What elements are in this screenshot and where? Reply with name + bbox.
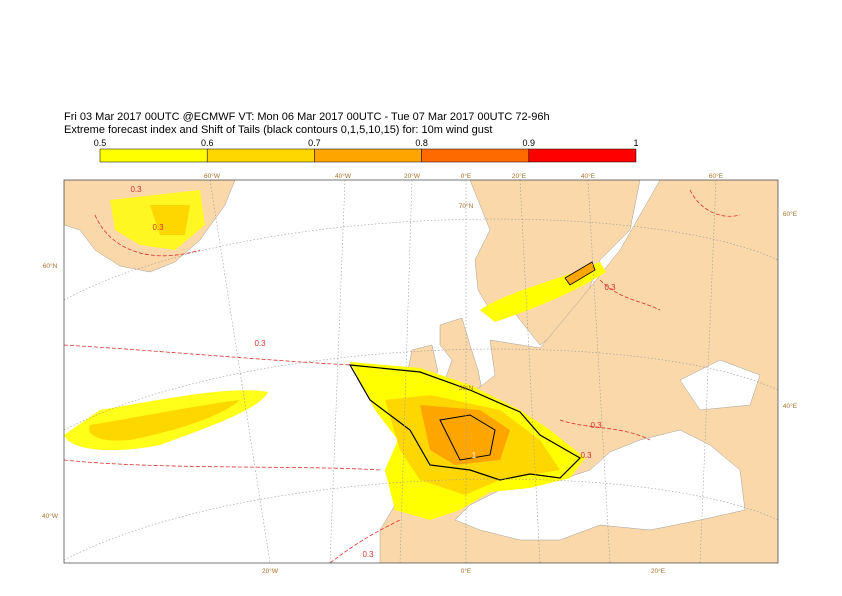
contour-label: 0.3	[590, 421, 602, 430]
map	[64, 180, 778, 563]
contour-label: 0.3	[604, 283, 616, 292]
colorbar-segment	[421, 148, 530, 163]
colorbar-segment	[528, 148, 637, 163]
contour-label: 0.3	[362, 550, 374, 559]
colorbar-tick-label: 0.8	[415, 138, 428, 148]
efi-shading	[64, 190, 606, 520]
graticule-label: 40°E	[783, 402, 798, 410]
colorbar-segment	[206, 148, 315, 163]
colorbar-tick-label: 0.6	[201, 138, 214, 148]
graticule-label: 60°E	[783, 210, 798, 218]
graticule-label: 20°E	[651, 567, 666, 575]
graticule-label: 60°E	[709, 172, 724, 180]
graticule	[64, 180, 778, 563]
graticule-label: 20°E	[512, 172, 527, 180]
colorbar-tick-label: 0.9	[523, 138, 536, 148]
graticule-label: 20°W	[404, 172, 421, 180]
graticule-label: 70°N	[459, 202, 474, 210]
title: Fri 03 Mar 2017 00UTC @ECMWF VT: Mon 06 …	[64, 111, 550, 123]
graticule-labels: 60°W 40°W 20°W 0°E 20°E 40°E 60°E 70°N 6…	[42, 172, 798, 575]
graticule-label: 40°E	[581, 172, 596, 180]
contour-label: 1	[472, 451, 477, 460]
graticule-label: 60°W	[204, 172, 221, 180]
graticule-label: 0°E	[461, 567, 472, 575]
colorbar-segment	[314, 148, 422, 163]
colorbar-segment	[99, 148, 208, 163]
contour-label: 0.3	[580, 451, 592, 460]
colorbar-tick-label: 0.5	[94, 138, 107, 148]
contour-label: 0.3	[254, 339, 266, 348]
colorbar-tick-label: 1	[633, 138, 638, 148]
contour-labels: 0.3 0.3 0.3 0.3 0.3 0.3 0.3 1	[130, 185, 616, 559]
sea	[679, 359, 761, 411]
graticule-label: 50°N	[459, 384, 474, 392]
graticule-label: 20°W	[262, 567, 279, 575]
contour-label: 0.3	[152, 223, 164, 232]
graticule-label: 0°E	[461, 172, 472, 180]
graticule-label: 40°W	[42, 512, 59, 520]
graticule-label: 60°N	[43, 262, 58, 270]
colorbar-tick-label: 0.7	[308, 138, 321, 148]
contour-label: 0.3	[130, 185, 142, 194]
map-frame	[63, 179, 779, 564]
subtitle: Extreme forecast index and Shift of Tail…	[64, 124, 492, 136]
colorbar: 0.5 0.6 0.7 0.8 0.9 1	[94, 138, 639, 163]
graticule-label: 40°W	[335, 172, 352, 180]
sot-contour	[64, 189, 741, 563]
